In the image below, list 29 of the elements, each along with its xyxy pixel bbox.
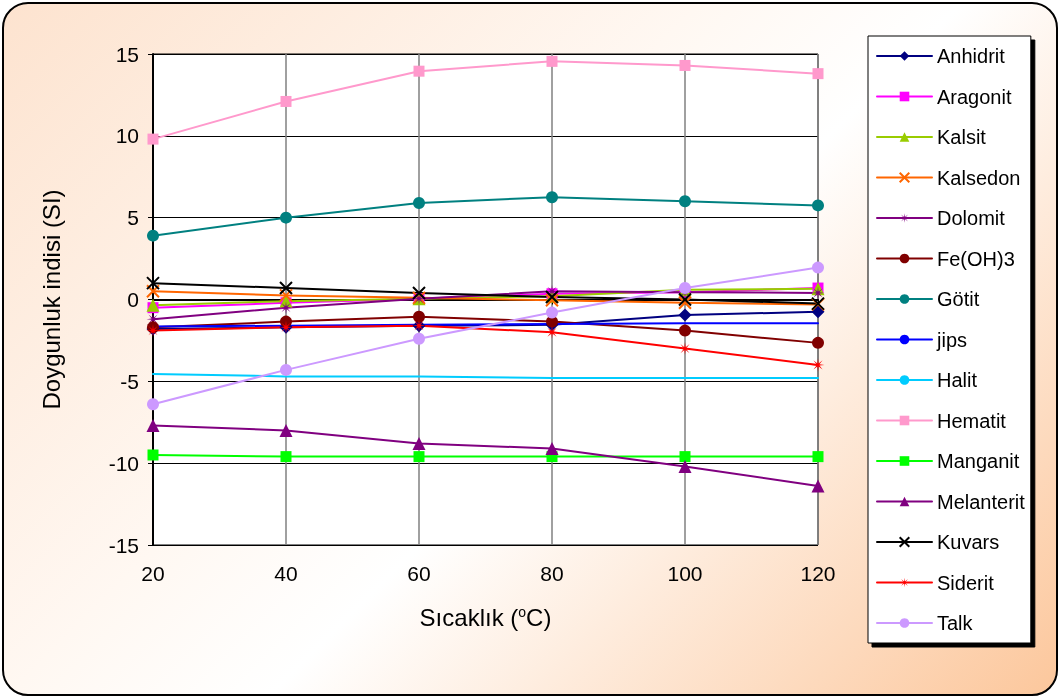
legend-label: Siderit	[937, 571, 995, 594]
legend-label: Melanterit	[937, 490, 1026, 513]
y-tick-label: 15	[115, 42, 139, 66]
y-tick-label: 5	[127, 206, 139, 230]
legend-label: Götit	[937, 288, 980, 310]
legend-label: Kalsedon	[937, 166, 1021, 189]
legend-label: Hematit	[937, 409, 1007, 432]
y-axis-title: Doygunluk indisi (SI)	[37, 189, 65, 410]
legend-label: Talk	[937, 612, 974, 634]
x-tick-label: 120	[800, 562, 836, 585]
legend-label: Dolomit	[937, 207, 1006, 229]
legend-label: Kuvars	[937, 531, 1000, 553]
y-tick-label: -5	[120, 369, 139, 393]
legend-label: Manganit	[937, 450, 1020, 472]
y-tick-label: 0	[127, 288, 139, 311]
legend-label: Fe(OH)3	[937, 247, 1015, 270]
x-tick-label: 20	[141, 562, 165, 585]
legend-label: jips	[936, 328, 968, 351]
legend-label: Halit	[937, 369, 978, 391]
x-tick-label: 80	[540, 562, 564, 585]
x-tick-label: 100	[667, 562, 703, 585]
legend-label: Anhidrit	[937, 45, 1006, 67]
legend-label: Kalsit	[937, 126, 987, 148]
y-tick-label: -15	[108, 533, 139, 557]
legend-label: Aragonit	[937, 85, 1012, 108]
y-tick-label: 10	[115, 124, 139, 148]
x-tick-label: 60	[407, 562, 431, 585]
y-tick-label: -10	[108, 451, 139, 475]
x-tick-label: 40	[274, 562, 298, 585]
